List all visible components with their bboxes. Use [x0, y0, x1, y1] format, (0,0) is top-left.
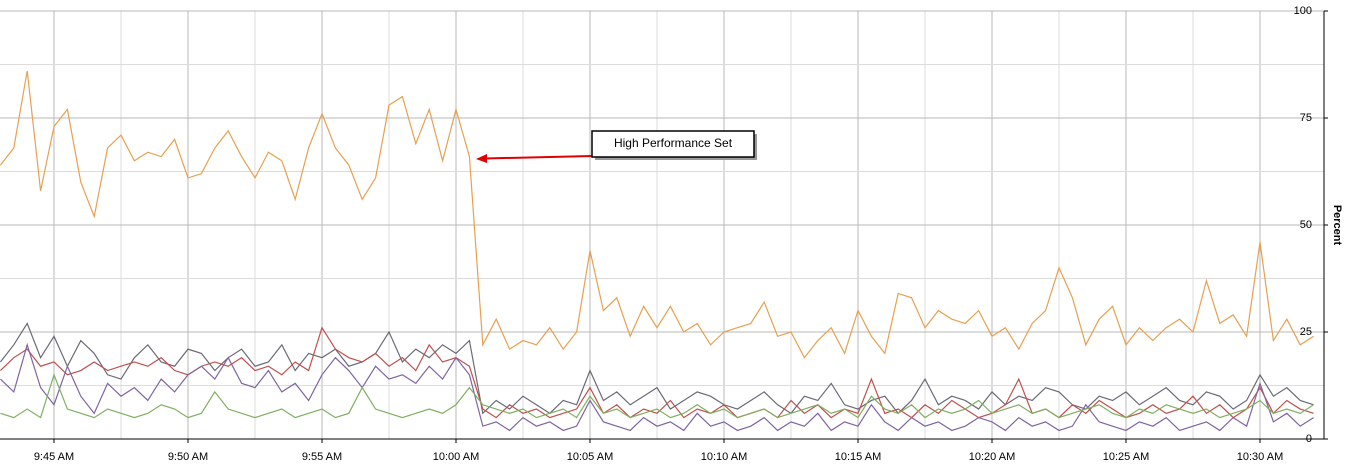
x-tick-label: 10:00 AM: [433, 451, 479, 463]
series-line: [0, 326, 1314, 419]
x-tick-label: 9:45 AM: [34, 451, 74, 463]
y-axis-label: Percent: [1331, 205, 1343, 246]
x-tick-label: 10:15 AM: [835, 451, 881, 463]
x-tick-label: 10:30 AM: [1237, 451, 1283, 463]
series-line: [0, 342, 1314, 432]
y-tick-label: 50: [1300, 219, 1312, 231]
y-tick-label: 25: [1300, 326, 1312, 338]
arrow: [483, 155, 593, 160]
x-tick-label: 10:20 AM: [969, 451, 1015, 463]
x-tick-label: 9:50 AM: [168, 451, 208, 463]
x-tick-label: 10:05 AM: [567, 451, 613, 463]
x-tick-label: 9:55 AM: [302, 451, 342, 463]
series-line: [0, 372, 1314, 419]
annotation: High Performance Set: [614, 136, 733, 150]
y-tick-label: 100: [1294, 5, 1312, 17]
y-tick-label: 75: [1300, 112, 1312, 124]
x-tick-label: 10:25 AM: [1103, 451, 1149, 463]
series-line: [0, 322, 1314, 415]
x-tick-label: 10:10 AM: [701, 451, 747, 463]
arrow-head: [476, 154, 487, 163]
series-line: [0, 70, 1314, 359]
annotation-box: [591, 130, 755, 158]
